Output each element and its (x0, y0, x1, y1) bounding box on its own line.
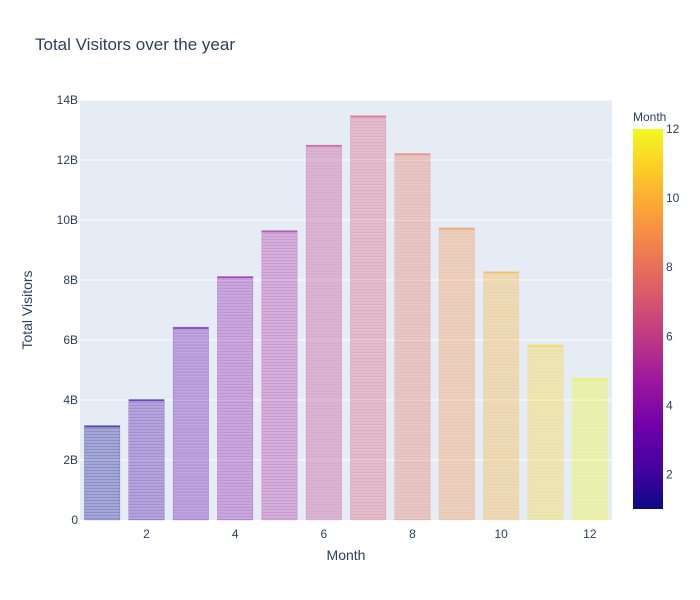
bar-1 (84, 425, 121, 521)
gridlines (80, 99, 612, 461)
colorbar-tick-label: 2 (666, 467, 673, 481)
chart-title: Total Visitors over the year (35, 35, 235, 54)
y-tick-label: 6B (63, 333, 78, 347)
x-tick-label: 8 (409, 527, 416, 541)
colorbar-tick-label: 6 (666, 329, 673, 343)
bar-6 (305, 144, 342, 521)
bar-4 (217, 276, 254, 521)
bar-10 (483, 271, 520, 521)
y-axis-ticks: 0 2B 4B 6B 8B 10B 12B 14B (57, 93, 79, 527)
bar-2 (128, 399, 165, 521)
bars (84, 115, 608, 521)
plot-area (80, 100, 612, 520)
y-tick-label: 14B (57, 93, 78, 107)
bar-5 (261, 230, 298, 521)
x-tick-label: 4 (232, 527, 239, 541)
bar-8 (394, 153, 431, 521)
colorbar-title: Month (633, 110, 666, 124)
y-tick-label: 8B (63, 273, 78, 287)
x-tick-label: 6 (320, 527, 327, 541)
y-tick-label: 2B (63, 453, 78, 467)
y-tick-label: 10B (57, 213, 78, 227)
x-axis-title: Month (327, 547, 366, 563)
colorbar-tick-label: 10 (666, 191, 680, 205)
bar-3 (172, 326, 209, 521)
x-axis-ticks: 2 4 6 8 10 12 (143, 527, 597, 541)
x-tick-label: 12 (583, 527, 597, 541)
y-tick-label: 12B (57, 153, 78, 167)
colorbar (633, 129, 663, 509)
x-tick-label: 10 (494, 527, 508, 541)
colorbar-tick-label: 8 (666, 260, 673, 274)
bar-9 (438, 227, 475, 521)
y-axis-title: Total Visitors (19, 270, 35, 349)
y-tick-label: 0 (71, 513, 78, 527)
colorbar-ticks: 2 4 6 8 10 12 (666, 122, 680, 481)
y-tick-label: 4B (63, 393, 78, 407)
bar-11 (527, 344, 564, 521)
bar-12 (571, 378, 608, 521)
colorbar-tick-label: 12 (666, 122, 680, 136)
bar-7 (350, 115, 387, 521)
colorbar-tick-label: 4 (666, 398, 673, 412)
x-tick-label: 2 (143, 527, 150, 541)
